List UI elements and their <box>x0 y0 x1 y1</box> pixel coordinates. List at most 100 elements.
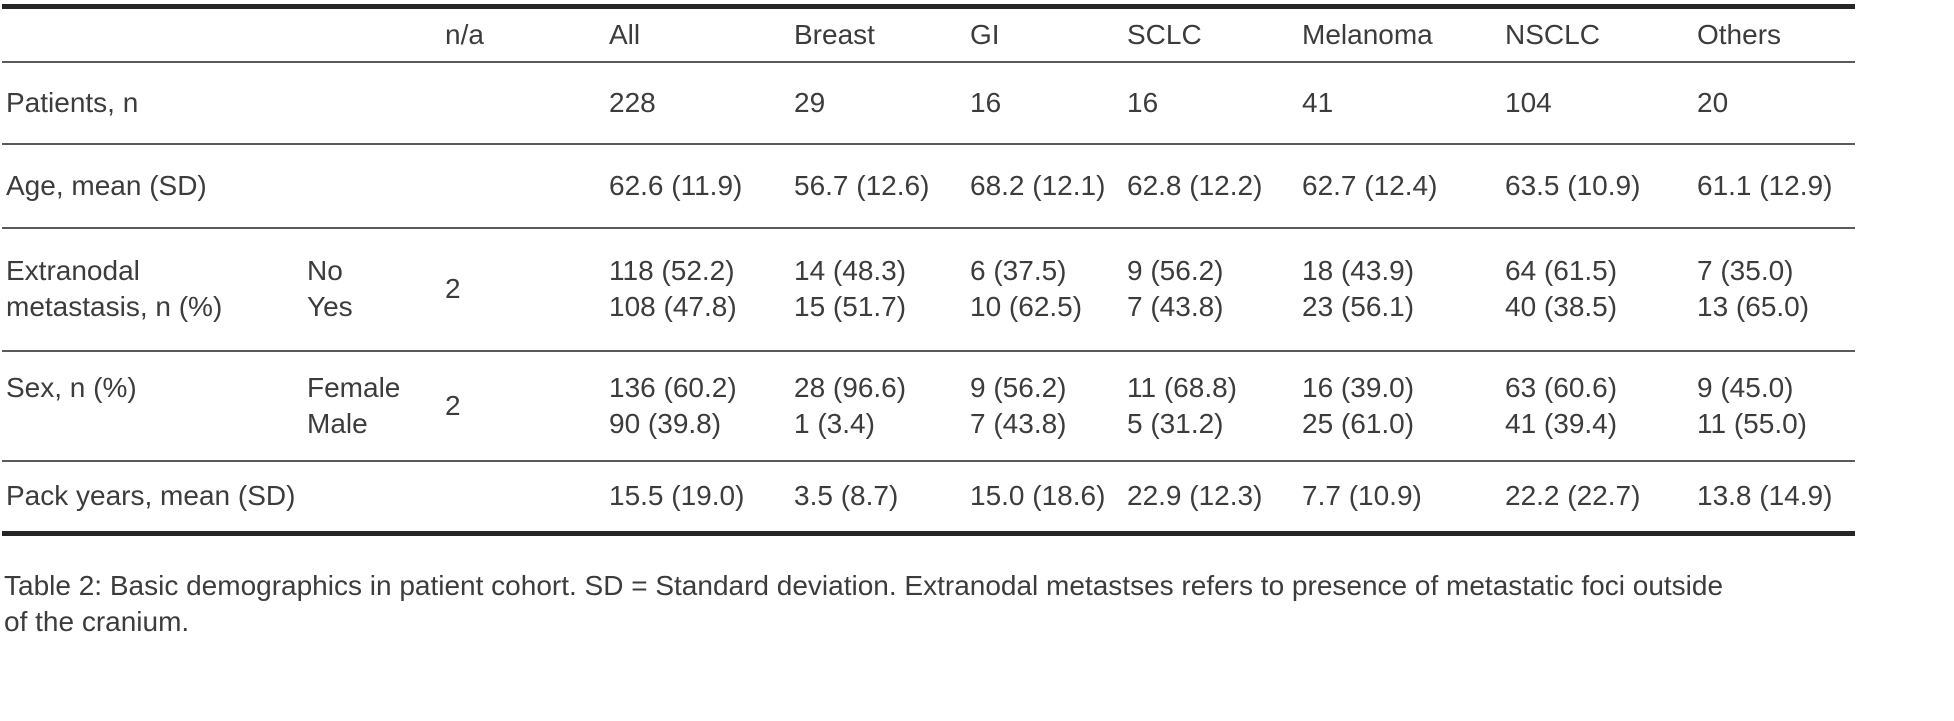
extranodal-label: Extranodal metastasis, n (%) <box>2 228 303 351</box>
extranodal-label-line2: metastasis, n (%) <box>6 291 223 322</box>
sex-label-line1: Sex, n (%) <box>6 371 137 403</box>
sex-sub-male: Male <box>307 407 368 439</box>
age-sclc: 62.8 (12.2) <box>1127 169 1263 201</box>
age-breast: 56.7 (12.6) <box>794 169 930 201</box>
row-pack-years: Pack years, mean (SD) 15.5 (19.0) 3.5 (8… <box>2 461 1855 534</box>
sex-label: Sex, n (%) <box>2 351 303 461</box>
extranodal-na: 2 <box>445 273 461 304</box>
extranodal-sub-no: No <box>307 255 343 286</box>
extranodal-no-gi: 6 (37.5) <box>970 255 1067 286</box>
sex-gi: 9 (56.2) 7 (43.8) <box>966 351 1123 461</box>
sex-female-others: 9 (45.0) <box>1697 371 1794 403</box>
sex-breast: 28 (96.6) 1 (3.4) <box>790 351 966 461</box>
sex-female-sclc: 11 (68.8) <box>1127 371 1237 403</box>
age-label: Age, mean (SD) <box>6 169 207 201</box>
sex-female-nsclc: 63 (60.6) <box>1505 371 1618 403</box>
document-page: n/a All Breast GI SCLC Melanoma NSCLC Ot… <box>2 4 1954 640</box>
extranodal-sub-yes: Yes <box>307 291 353 322</box>
extranodal-sublabels: No Yes <box>303 228 441 351</box>
extranodal-gi: 6 (37.5) 10 (62.5) <box>966 228 1123 351</box>
header-all: All <box>609 18 641 50</box>
packyears-na <box>441 461 605 534</box>
sex-label-line2 <box>6 406 299 442</box>
sex-male-breast: 1 (3.4) <box>794 407 875 439</box>
sex-female-gi: 9 (56.2) <box>970 371 1067 403</box>
extranodal-no-all: 118 (52.2) <box>609 255 735 286</box>
packyears-nsclc: 22.2 (22.7) <box>1505 480 1641 512</box>
table-caption-line2: of the cranium. <box>4 606 190 637</box>
patients-melanoma: 41 <box>1302 86 1334 118</box>
header-melanoma: Melanoma <box>1302 18 1433 50</box>
extranodal-yes-all: 108 (47.8) <box>609 291 737 322</box>
sex-sclc: 11 (68.8) 5 (31.2) <box>1123 351 1298 461</box>
extranodal-yes-nsclc: 40 (38.5) <box>1505 291 1618 322</box>
extranodal-no-nsclc: 64 (61.5) <box>1505 255 1618 286</box>
sex-male-all: 90 (39.8) <box>609 407 722 439</box>
packyears-breast: 3.5 (8.7) <box>794 480 899 512</box>
sex-female-melanoma: 16 (39.0) <box>1302 371 1415 403</box>
header-na: n/a <box>445 18 484 50</box>
extranodal-sclc: 9 (56.2) 7 (43.8) <box>1123 228 1298 351</box>
packyears-label: Pack years, mean (SD) <box>6 480 296 512</box>
extranodal-label-line1: Extranodal <box>6 255 140 286</box>
header-row: n/a All Breast GI SCLC Melanoma NSCLC Ot… <box>2 7 1855 62</box>
sex-male-melanoma: 25 (61.0) <box>1302 407 1415 439</box>
patients-na <box>441 62 605 144</box>
demographics-table: n/a All Breast GI SCLC Melanoma NSCLC Ot… <box>2 4 1855 536</box>
age-nsclc: 63.5 (10.9) <box>1505 169 1641 201</box>
sex-male-gi: 7 (43.8) <box>970 407 1067 439</box>
age-sublabel <box>303 144 441 228</box>
age-others: 61.1 (12.9) <box>1697 169 1833 201</box>
extranodal-no-others: 7 (35.0) <box>1697 255 1794 286</box>
extranodal-no-breast: 14 (48.3) <box>794 255 907 286</box>
sex-male-others: 11 (55.0) <box>1697 407 1807 439</box>
patients-others: 20 <box>1697 86 1729 118</box>
row-sex: Sex, n (%) Female Male 2 136 (60.2) 90 (… <box>2 351 1855 461</box>
age-melanoma: 62.7 (12.4) <box>1302 169 1438 201</box>
sex-male-nsclc: 41 (39.4) <box>1505 407 1618 439</box>
extranodal-nsclc: 64 (61.5) 40 (38.5) <box>1501 228 1693 351</box>
sex-melanoma: 16 (39.0) 25 (61.0) <box>1298 351 1501 461</box>
header-rowlabel-blank <box>2 7 303 62</box>
row-age: Age, mean (SD) 62.6 (11.9) 56.7 (12.6) 6… <box>2 144 1855 228</box>
packyears-others: 13.8 (14.9) <box>1697 480 1833 512</box>
extranodal-others: 7 (35.0) 13 (65.0) <box>1693 228 1855 351</box>
header-gi: GI <box>970 18 1000 50</box>
sex-female-all: 136 (60.2) <box>609 371 737 403</box>
table-caption-line1: Table 2: Basic demographics in patient c… <box>4 570 1724 601</box>
packyears-sublabel <box>303 461 441 534</box>
extranodal-yes-gi: 10 (62.5) <box>970 291 1083 322</box>
patients-nsclc: 104 <box>1505 86 1552 118</box>
sex-female-breast: 28 (96.6) <box>794 371 907 403</box>
patients-sclc: 16 <box>1127 86 1159 118</box>
packyears-sclc: 22.9 (12.3) <box>1127 480 1263 512</box>
extranodal-no-melanoma: 18 (43.9) <box>1302 255 1415 286</box>
extranodal-no-sclc: 9 (56.2) <box>1127 255 1224 286</box>
sex-nsclc: 63 (60.6) 41 (39.4) <box>1501 351 1693 461</box>
packyears-gi: 15.0 (18.6) <box>970 480 1106 512</box>
header-sublabel-blank <box>303 7 441 62</box>
extranodal-yes-sclc: 7 (43.8) <box>1127 291 1224 322</box>
row-extranodal-metastasis: Extranodal metastasis, n (%) No Yes 2 11… <box>2 228 1855 351</box>
sex-others: 9 (45.0) 11 (55.0) <box>1693 351 1855 461</box>
header-breast: Breast <box>794 18 875 50</box>
age-gi: 68.2 (12.1) <box>970 169 1106 201</box>
header-sclc: SCLC <box>1127 18 1202 50</box>
sex-sub-female: Female <box>307 371 401 403</box>
extranodal-all: 118 (52.2) 108 (47.8) <box>605 228 790 351</box>
extranodal-yes-others: 13 (65.0) <box>1697 291 1810 322</box>
patients-breast: 29 <box>794 86 826 118</box>
header-others: Others <box>1697 18 1782 50</box>
extranodal-yes-breast: 15 (51.7) <box>794 291 907 322</box>
table-caption: Table 2: Basic demographics in patient c… <box>4 568 1954 640</box>
sex-male-sclc: 5 (31.2) <box>1127 407 1224 439</box>
age-all: 62.6 (11.9) <box>609 169 743 201</box>
patients-sublabel <box>303 62 441 144</box>
packyears-melanoma: 7.7 (10.9) <box>1302 480 1422 512</box>
patients-gi: 16 <box>970 86 1002 118</box>
patients-all: 228 <box>609 86 656 118</box>
patients-label: Patients, n <box>6 86 139 118</box>
extranodal-melanoma: 18 (43.9) 23 (56.1) <box>1298 228 1501 351</box>
extranodal-breast: 14 (48.3) 15 (51.7) <box>790 228 966 351</box>
packyears-all: 15.5 (19.0) <box>609 480 745 512</box>
